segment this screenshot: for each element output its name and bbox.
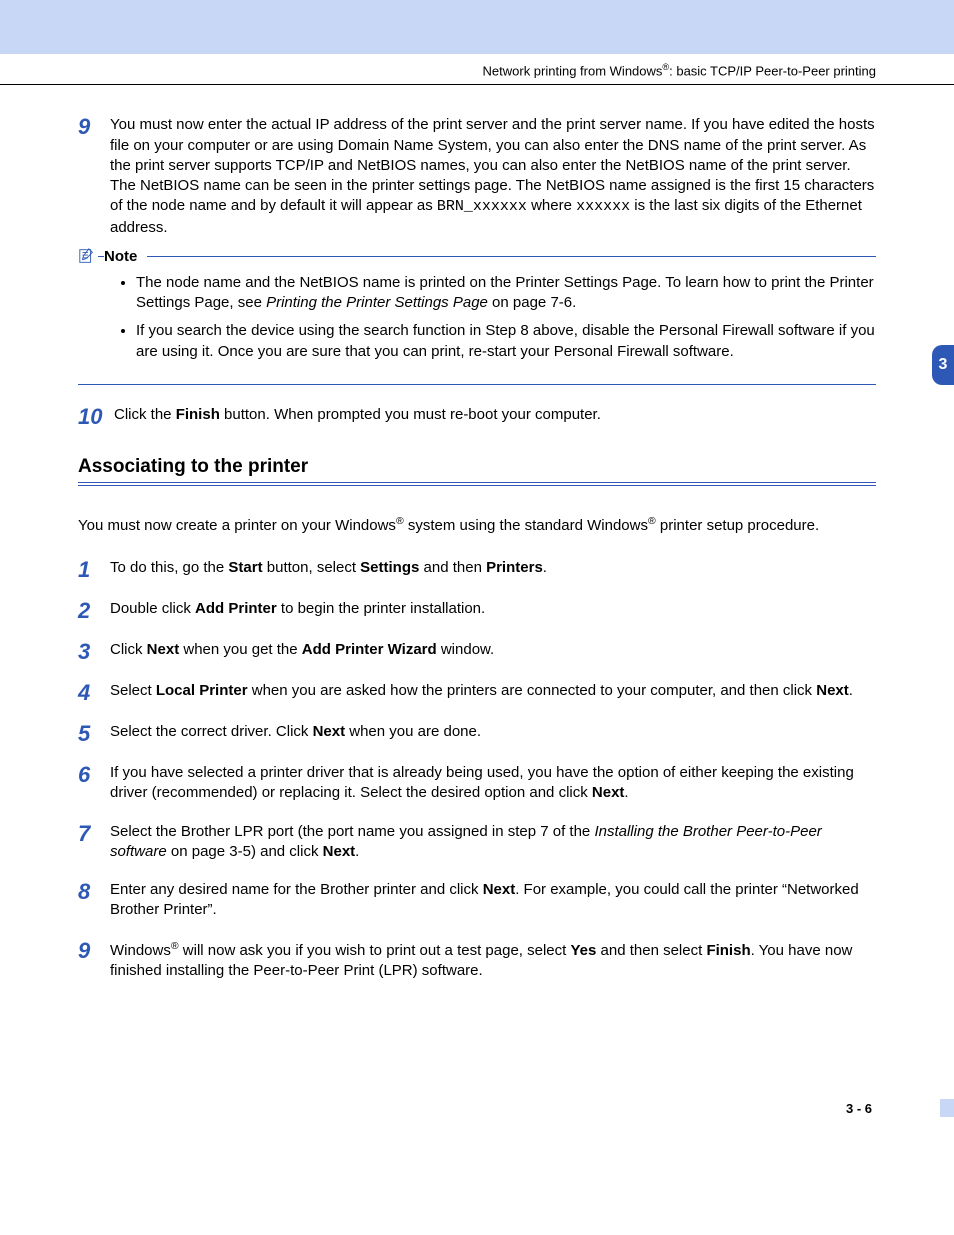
reg-mark-icon: ® xyxy=(171,940,179,952)
section-rule xyxy=(78,482,876,486)
assoc-step-8: 8 Enter any desired name for the Brother… xyxy=(78,880,876,921)
step-number: 6 xyxy=(78,763,110,804)
step-number: 9 xyxy=(78,115,110,238)
step-number: 4 xyxy=(78,681,110,704)
assoc-step-4: 4 Select Local Printer when you are aske… xyxy=(78,681,876,704)
code-text: BRN_xxxxxx xyxy=(437,198,527,215)
step-number: 9 xyxy=(78,939,110,982)
note-label: Note xyxy=(104,248,147,265)
section-intro: You must now create a printer on your Wi… xyxy=(78,514,876,536)
step-body: You must now enter the actual IP address… xyxy=(110,115,876,238)
breadcrumb-text-a: Network printing from Windows xyxy=(483,63,663,78)
page-footer: 3 - 6 xyxy=(78,1101,876,1116)
section-heading: Associating to the printer xyxy=(78,456,876,478)
note-text: on page 7-6. xyxy=(488,294,576,311)
breadcrumb-text-b: : basic TCP/IP Peer-to-Peer printing xyxy=(669,63,876,78)
assoc-step-6: 6 If you have selected a printer driver … xyxy=(78,763,876,804)
assoc-step-7: 7 Select the Brother LPR port (the port … xyxy=(78,822,876,863)
assoc-step-5: 5 Select the correct driver. Click Next … xyxy=(78,722,876,745)
assoc-step-2: 2 Double click Add Printer to begin the … xyxy=(78,599,876,622)
step-body: Click the Finish button. When prompted y… xyxy=(114,405,876,428)
step-number: 2 xyxy=(78,599,110,622)
chapter-tab: 3 xyxy=(932,345,954,385)
step-number: 8 xyxy=(78,880,110,921)
step-number: 10 xyxy=(78,405,114,428)
step-number: 1 xyxy=(78,558,110,581)
note-bullet-1: The node name and the NetBIOS name is pr… xyxy=(136,273,876,314)
header-band xyxy=(0,0,954,54)
note-bullet-2: If you search the device using the searc… xyxy=(136,321,876,362)
step-text: where xyxy=(527,197,576,214)
note-pencil-icon xyxy=(78,247,98,267)
step-number: 3 xyxy=(78,640,110,663)
reg-mark-icon: ® xyxy=(396,515,404,527)
step-9: 9 You must now enter the actual IP addre… xyxy=(78,115,876,238)
step-number: 7 xyxy=(78,822,110,863)
note-callout: Note The node name and the NetBIOS name … xyxy=(78,256,876,385)
header-breadcrumb: Network printing from Windows®: basic TC… xyxy=(0,54,954,84)
header-rule xyxy=(0,84,954,85)
assoc-step-9: 9 Windows® will now ask you if you wish … xyxy=(78,939,876,982)
chapter-tab-label: 3 xyxy=(939,356,948,374)
reg-mark-icon: ® xyxy=(648,515,656,527)
step-number: 5 xyxy=(78,722,110,745)
assoc-step-3: 3 Click Next when you get the Add Printe… xyxy=(78,640,876,663)
footer-tab xyxy=(940,1099,954,1117)
page-number: 3 - 6 xyxy=(78,1101,876,1116)
assoc-step-1: 1 To do this, go the Start button, selec… xyxy=(78,558,876,581)
step-10: 10 Click the Finish button. When prompte… xyxy=(78,405,876,428)
code-text: xxxxxx xyxy=(576,198,630,215)
note-link-text[interactable]: Printing the Printer Settings Page xyxy=(266,294,488,311)
bold-term: Finish xyxy=(176,406,220,423)
